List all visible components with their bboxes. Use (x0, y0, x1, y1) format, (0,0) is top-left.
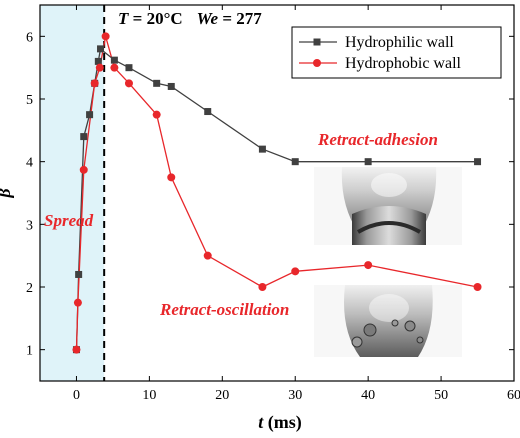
hydrophobic-point-13 (364, 261, 373, 270)
hydrophilic-point-11 (204, 108, 212, 116)
hydrophilic-point-14 (364, 158, 372, 166)
spread-region (40, 5, 105, 381)
x-axis-unit: (ms) (263, 412, 302, 433)
hydrophobic-point-14 (473, 283, 482, 291)
legend-box (291, 26, 502, 79)
hydrophobic-point-3 (90, 79, 99, 88)
legend-label-hydrophilic: Hydrophilic wall (345, 34, 454, 51)
hydrophilic-point-8 (125, 64, 133, 72)
hydrophilic-point-15 (474, 158, 482, 166)
hydrophilic-point-1 (75, 270, 83, 278)
plot-frame (39, 4, 515, 382)
hydrophilic-point-2 (80, 133, 88, 141)
hydrophilic-point-7 (110, 56, 118, 64)
spread-label: Spread (44, 211, 94, 230)
y-axis-title: β (0, 188, 14, 199)
hydrophilic-point-9 (153, 79, 161, 87)
legend-marker-square (313, 38, 321, 46)
legend-entry-hydrophilic: Hydrophilic wall (299, 34, 454, 51)
x-tick-label-0: 0 (73, 388, 80, 403)
hydrophilic-point-13 (291, 158, 299, 166)
hydrophobic-point-12 (291, 267, 300, 276)
inset-photo-oscillation (314, 285, 462, 357)
condition-we-var: We (197, 9, 219, 28)
y-tick-label-6: 6 (26, 30, 33, 45)
hydrophobic-point-5 (101, 32, 110, 41)
hydrophilic-point-3 (86, 111, 94, 119)
hydrophobic-point-6 (110, 63, 119, 72)
legend-label-hydrophobic: Hydrophobic wall (345, 55, 462, 72)
hydrophobic-point-0 (72, 345, 81, 354)
series-line-hydrophilic (75, 47, 478, 350)
hydrophobic-point-1 (73, 298, 82, 307)
hydrophilic-point-10 (167, 82, 175, 90)
hydrophobic-point-9 (167, 173, 176, 182)
hydrophilic-point-12 (258, 145, 266, 153)
x-tick-label-30: 30 (288, 388, 302, 403)
hydrophilic-point-5 (94, 57, 102, 65)
legend: Hydrophilic wall Hydrophobic wall (291, 26, 502, 79)
inset-photo-adhesion (314, 167, 462, 245)
axis-ticks (40, 5, 515, 381)
y-tick-label-3: 3 (26, 218, 33, 233)
x-axis-variable: t (258, 412, 264, 432)
x-tick-label-10: 10 (142, 388, 156, 403)
x-tick-label-60: 60 (507, 388, 520, 403)
condition-t-var: T (118, 9, 129, 28)
y-tick-label-1: 1 (26, 344, 33, 359)
legend-entry-hydrophobic: Hydrophobic wall (299, 55, 462, 72)
series-markers (72, 32, 482, 354)
hydrophobic-point-8 (152, 110, 161, 119)
hydrophobic-point-2 (79, 165, 88, 174)
hydrophilic-point-6 (97, 45, 105, 53)
condition-label: T = 20°C We = 277 (118, 9, 262, 28)
hydrophobic-point-4 (95, 63, 104, 72)
legend-marker-circle (313, 59, 321, 67)
hydrophobic-point-11 (258, 283, 267, 291)
y-tick-label-4: 4 (26, 156, 33, 171)
condition-t-value: = 20°C (128, 9, 182, 28)
retract-oscillation-label: Retract-oscillation (159, 300, 289, 319)
retract-adhesion-label: Retract-adhesion (317, 130, 438, 149)
y-tick-label-2: 2 (26, 281, 33, 296)
x-tick-label-40: 40 (361, 388, 375, 403)
x-axis-title: t (ms) (258, 412, 302, 433)
x-tick-label-20: 20 (215, 388, 229, 403)
hydrophobic-point-7 (124, 79, 133, 88)
y-tick-label-5: 5 (26, 93, 33, 108)
x-tick-label-50: 50 (434, 388, 448, 403)
condition-we-value: = 277 (218, 9, 262, 28)
hydrophobic-point-10 (203, 251, 212, 260)
